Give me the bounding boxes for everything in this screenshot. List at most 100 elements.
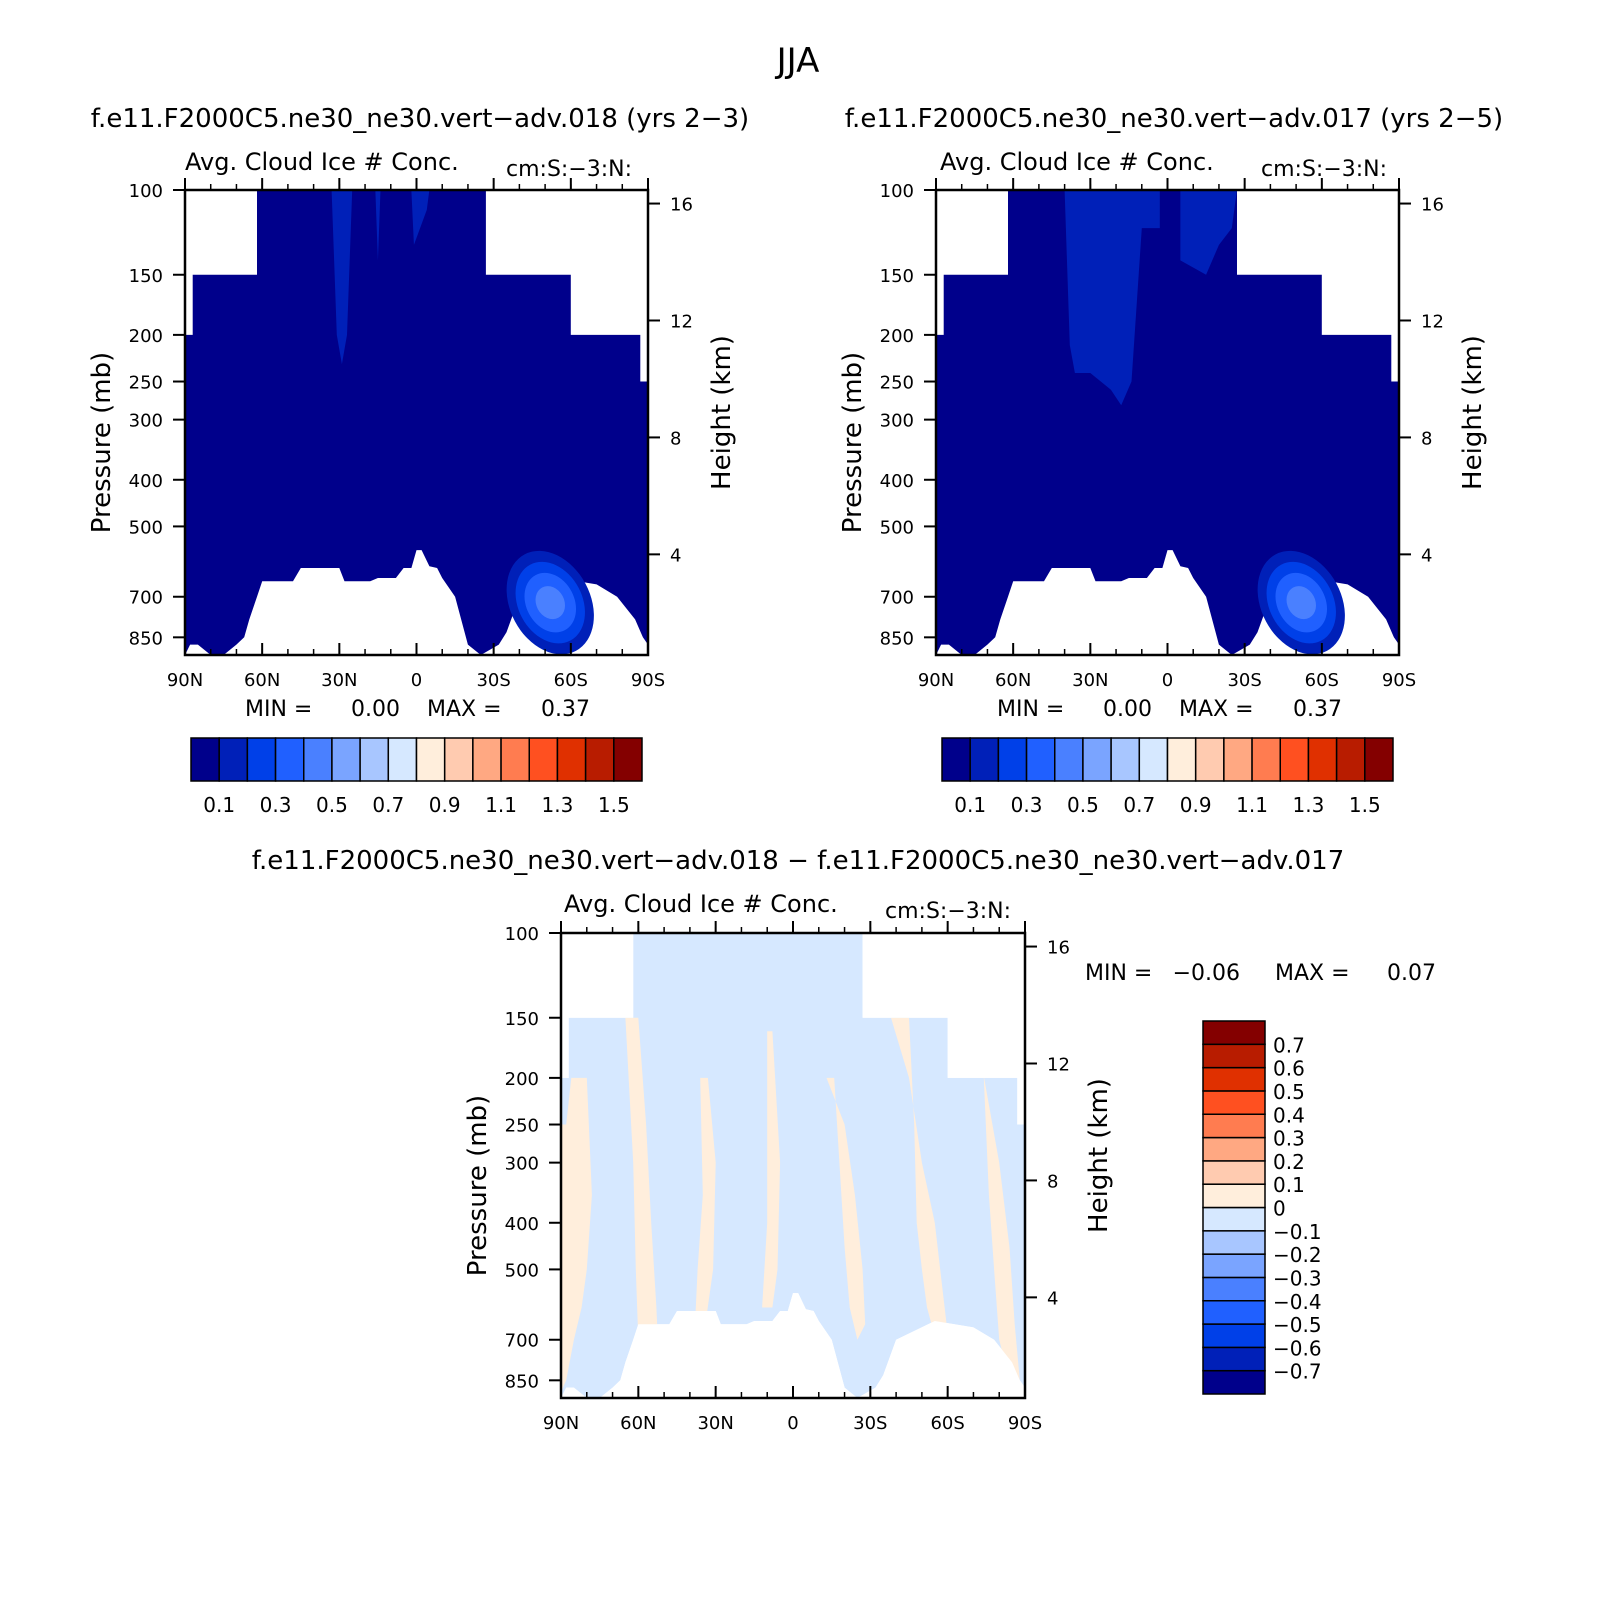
colorbar-label: 0.9 bbox=[1180, 793, 1212, 817]
max-label: MAX = bbox=[1275, 961, 1350, 986]
colorbar-label: −0.4 bbox=[1273, 1290, 1322, 1314]
field-positive-band bbox=[625, 1017, 659, 1393]
colorbar-swatch bbox=[1202, 1369, 1266, 1395]
colorbar-swatch bbox=[941, 737, 971, 782]
y-tick-label: 150 bbox=[880, 266, 914, 287]
y-tick-label: 400 bbox=[505, 1214, 539, 1235]
height-tick-label: 16 bbox=[1421, 195, 1444, 216]
x-tick-label: 60N bbox=[995, 670, 1031, 691]
colorbar-swatch bbox=[584, 737, 615, 782]
x-tick-label: 90S bbox=[631, 670, 665, 691]
colorbar: 0.1 0.3 0.5 0.7 0.9 1.1 1.3 1.5 bbox=[190, 737, 643, 817]
panel-title: f.e11.F2000C5.ne30_ne30.vert−adv.017 (yr… bbox=[845, 104, 1503, 134]
field-upper-band bbox=[1064, 190, 1160, 406]
colorbar-swatch bbox=[1166, 737, 1197, 782]
x-tick-label: 30N bbox=[1072, 670, 1108, 691]
colorbar-swatch bbox=[246, 737, 277, 782]
colorbar-swatch bbox=[1202, 1113, 1266, 1139]
max-value: 0.07 bbox=[1387, 961, 1436, 986]
colorbar-swatch bbox=[556, 737, 587, 782]
colorbar-swatch bbox=[1202, 1206, 1266, 1232]
max-value: 0.37 bbox=[1293, 697, 1342, 722]
x-tick-label: 60S bbox=[1305, 670, 1339, 691]
y-tick-label: 100 bbox=[880, 181, 914, 202]
field-positive-band bbox=[891, 1017, 948, 1346]
units-label: cm:S:−3:N: bbox=[506, 157, 632, 182]
colorbar-label: −0.7 bbox=[1273, 1360, 1322, 1384]
x-tick-label: 60S bbox=[554, 670, 588, 691]
colorbar-swatch bbox=[1194, 737, 1225, 782]
colorbar-label: 1.1 bbox=[1236, 793, 1268, 817]
colorbar-label: 0.3 bbox=[260, 793, 292, 817]
min-label: MIN = bbox=[997, 697, 1064, 722]
y-tick-label: 500 bbox=[880, 517, 914, 538]
colorbar: 0.1 0.3 0.5 0.7 0.9 1.1 1.3 1.5 bbox=[941, 737, 1394, 817]
y-tick-label: 300 bbox=[505, 1154, 539, 1175]
x-tick-label: 90N bbox=[167, 670, 203, 691]
colorbar-swatch bbox=[331, 737, 361, 782]
height-tick-label: 8 bbox=[1421, 428, 1432, 449]
x-tick-label: 90N bbox=[918, 670, 954, 691]
y-tick-label: 200 bbox=[129, 326, 163, 347]
min-label: MIN = bbox=[245, 697, 312, 722]
y-tick-label: 150 bbox=[129, 266, 163, 287]
colorbar-swatch bbox=[1202, 1066, 1266, 1092]
y-axis-label: Pressure (mb) bbox=[838, 352, 868, 533]
x-tick-label: 90S bbox=[1008, 1413, 1042, 1434]
x-tick-label: 0 bbox=[1162, 670, 1173, 691]
colorbar-label: 0.5 bbox=[1067, 793, 1099, 817]
height-tick-label: 4 bbox=[1421, 545, 1432, 566]
y-tick-label: 300 bbox=[129, 411, 163, 432]
colorbar-swatch bbox=[1307, 737, 1338, 782]
colorbar-swatch bbox=[1202, 1090, 1266, 1115]
x-tick-label: 60N bbox=[620, 1413, 656, 1434]
panel-title: f.e11.F2000C5.ne30_ne30.vert−adv.018 − f… bbox=[252, 846, 1344, 876]
variable-label: Avg. Cloud Ice # Conc. bbox=[185, 148, 459, 176]
field-positive-band bbox=[973, 1017, 1020, 1381]
colorbar-label: 0.3 bbox=[1273, 1127, 1305, 1151]
colorbar-swatch bbox=[1202, 1346, 1266, 1372]
field-contour-band bbox=[535, 586, 566, 620]
x-tick-label: 60N bbox=[244, 670, 280, 691]
field-upper-band bbox=[375, 190, 381, 261]
height-tick-label: 12 bbox=[670, 311, 693, 332]
field-positive-band bbox=[695, 1077, 716, 1325]
y-tick-label: 100 bbox=[505, 924, 539, 945]
y-tick-label: 850 bbox=[129, 628, 163, 649]
x-tick-label: 30S bbox=[1227, 670, 1261, 691]
colorbar-swatch bbox=[1279, 737, 1310, 782]
colorbar-swatch bbox=[613, 737, 643, 782]
units-label: cm:S:−3:N: bbox=[1261, 157, 1387, 182]
colorbar-label: 0.9 bbox=[429, 793, 461, 817]
x-tick-label: 30S bbox=[853, 1413, 887, 1434]
colorbar-swatch bbox=[997, 737, 1028, 782]
colorbar-swatch bbox=[415, 737, 446, 782]
colorbar-swatch bbox=[1364, 737, 1394, 782]
y-tick-label: 400 bbox=[880, 471, 914, 492]
field-positive-band bbox=[762, 1031, 781, 1308]
colorbar-label: −0.5 bbox=[1273, 1313, 1322, 1337]
y-tick-label: 250 bbox=[505, 1116, 539, 1137]
height-tick-label: 4 bbox=[670, 545, 681, 566]
colorbar-swatch bbox=[1138, 737, 1169, 782]
colorbar-label: 1.3 bbox=[542, 793, 574, 817]
colorbar: −0.7−0.6−0.5−0.4−0.3−0.2−0.100.10.20.30.… bbox=[1202, 1020, 1322, 1395]
min-label: MIN = bbox=[1085, 961, 1152, 986]
plot-area bbox=[936, 190, 1399, 655]
y-tick-label: 250 bbox=[880, 373, 914, 394]
field-contour-band bbox=[1286, 586, 1317, 620]
y-tick-label: 400 bbox=[129, 471, 163, 492]
height-tick-label: 4 bbox=[1047, 1288, 1058, 1309]
y-axis-label-right: Height (km) bbox=[1458, 335, 1488, 490]
terrain-mask bbox=[561, 933, 1025, 1398]
colorbar-swatch bbox=[1202, 1323, 1266, 1349]
min-value: 0.00 bbox=[351, 697, 400, 722]
y-axis-label-right: Height (km) bbox=[707, 335, 737, 490]
y-tick-label: 250 bbox=[129, 373, 163, 394]
x-tick-label: 60S bbox=[930, 1413, 964, 1434]
field-upper-band bbox=[411, 190, 430, 245]
panel-vert-adv-017: f.e11.F2000C5.ne30_ne30.vert−adv.017 (yr… bbox=[838, 104, 1503, 817]
colorbar-label: 0.7 bbox=[372, 793, 404, 817]
colorbar-label: 0.1 bbox=[203, 793, 235, 817]
y-tick-label: 850 bbox=[880, 628, 914, 649]
